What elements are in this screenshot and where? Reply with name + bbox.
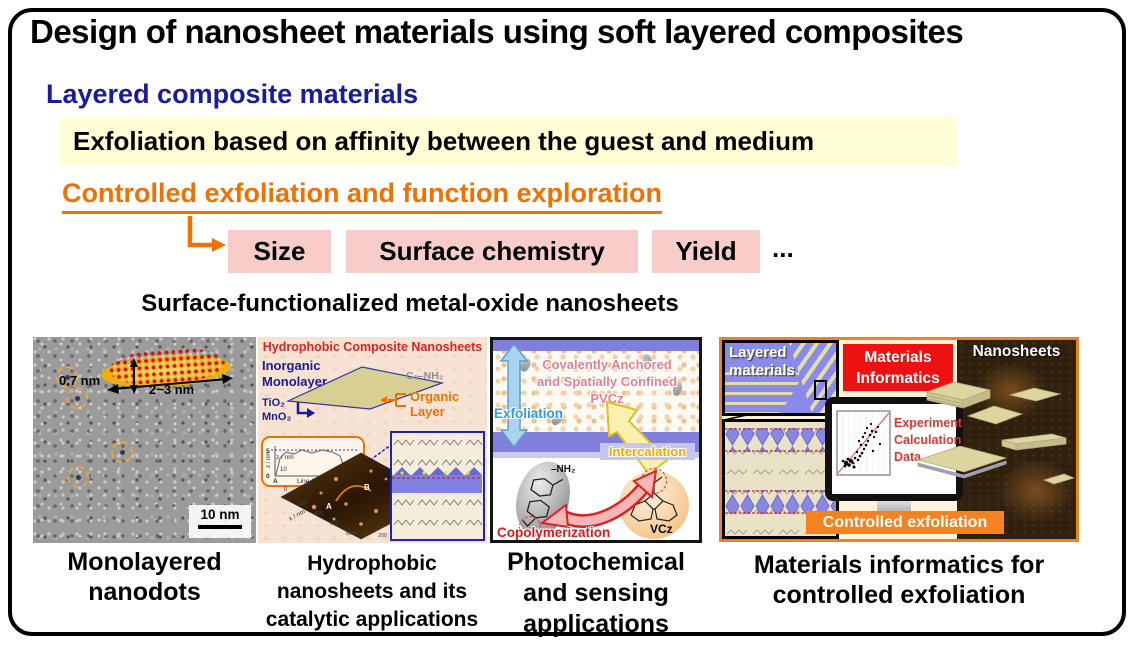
vinyl-marker-circle: [519, 516, 541, 538]
monitor-screen: Experiment Calculation Data: [832, 404, 962, 494]
nanosheets-label: Nanosheets: [972, 343, 1061, 360]
highlight-bar: Exfoliation based on affinity between th…: [60, 117, 957, 165]
afm-blob: [975, 362, 1047, 420]
scale-bar: 10 nm: [189, 505, 251, 538]
nanodot-marker-circle: [111, 441, 133, 463]
svg-text:200: 200: [378, 533, 387, 539]
layered-materials-panel: Layered materials: [722, 340, 839, 416]
layered-materials-label: Layered materials: [729, 344, 795, 379]
zoom-region-rect: [814, 380, 827, 400]
svg-text:x / nm: x / nm: [288, 508, 307, 522]
subtitle-layered-composites: Layered composite materials: [46, 79, 419, 109]
alkylamine-label: Cₙ–NH₂: [406, 370, 444, 382]
nanodot-marker-circle: [66, 387, 88, 409]
organic-layer-label: Organic Layer: [410, 389, 460, 419]
inorganic-monolayer-label: Inorganic Monolayer: [262, 358, 328, 389]
vcz-label: VCz: [650, 522, 673, 536]
highlight-text: Exfoliation based on affinity between th…: [73, 126, 815, 156]
figure2-title: Hydrophobic Composite Nanosheets: [262, 340, 483, 354]
scale-bar-line: [198, 525, 242, 529]
page-title: Design of nanosheet materials using soft…: [30, 13, 964, 50]
svg-text:z / nm: z / nm: [276, 454, 294, 461]
factor-chip-yield: Yield: [652, 230, 760, 273]
svg-text:200: 200: [298, 501, 307, 507]
materials-informatics-badge: Materials Informatics: [843, 344, 953, 391]
scatter-plot: [836, 410, 891, 476]
caption-hydrophobic-nanosheets: Hydrophobic nanosheets and its catalytic…: [265, 552, 479, 631]
oxide-labels: TiO₂ MnO₂: [262, 397, 292, 423]
figure-tem-nanodots: 0.7 nm 2~3 nm 10 nm: [33, 337, 256, 543]
caption-photochemical: Photochemical and sensing applications: [507, 548, 685, 638]
svg-text:10: 10: [280, 467, 287, 473]
amine-group-label: –NH₂: [551, 464, 576, 475]
exfoliation-arrow: [499, 344, 529, 448]
nanodot-marker-circle: [56, 366, 78, 388]
caption-materials-informatics: Materials informatics for controlled exf…: [753, 551, 1045, 609]
computer-monitor: Experiment Calculation Data: [825, 397, 963, 501]
monitor-stand: [877, 501, 911, 514]
scale-bar-label: 10 nm: [200, 507, 240, 522]
caption-monolayered-nanodots: Monolayered nanodots: [67, 548, 222, 606]
figure-photochemical: Covalently Anchored and Spatially Confin…: [490, 337, 702, 543]
svg-text:A: A: [273, 478, 278, 484]
nanodot-marker-circle: [67, 466, 89, 488]
svg-text:0: 0: [284, 487, 288, 493]
copolymerization-arrow: [539, 469, 658, 529]
svg-text:600: 600: [330, 521, 339, 527]
screen-text: Experiment Calculation Data: [894, 416, 963, 464]
figure-materials-informatics: Layered materials: [719, 337, 1079, 542]
bent-arrow-icon: [187, 216, 226, 252]
thickness-label: 0.7 nm: [59, 373, 101, 388]
molecular-structure-inset: [390, 431, 485, 541]
factor-chip-surface-chemistry: Surface chemistry: [346, 230, 638, 273]
nanosheets-panel: Nanosheets: [957, 340, 1076, 539]
svg-text:400: 400: [314, 511, 323, 517]
section-heading: Surface-functionalized metal-oxide nanos…: [141, 290, 679, 317]
controlled-exfoliation-heading: Controlled exfoliation and function expl…: [62, 178, 662, 214]
factors-ellipsis: ...: [772, 233, 794, 263]
svg-text:0: 0: [266, 473, 270, 480]
controlled-exfoliation-badge: Controlled exfoliation: [806, 511, 1004, 534]
inorganic-band-top: [493, 340, 699, 351]
svg-text:5: 5: [266, 448, 270, 455]
oxide-pointer-arrow: [296, 399, 315, 418]
inorganic-band-light: [493, 452, 699, 458]
svg-text:B: B: [364, 483, 370, 492]
nanosheet-shape: [285, 366, 445, 484]
svg-text:A: A: [326, 502, 332, 511]
factor-chip-size: Size: [228, 230, 331, 273]
exfoliation-label: Exfoliation: [494, 406, 564, 421]
intercalation-chip: Intercalation: [600, 443, 695, 460]
dimension-arrows: [107, 358, 233, 394]
copolymerization-label: Copolymerization: [497, 525, 611, 540]
figure-hydrophobic-nanosheets: Hydrophobic Composite Nanosheets Inorgan…: [258, 337, 487, 543]
anchored-pvcz-label: Covalently Anchored and Spatially Confin…: [536, 357, 678, 406]
svg-text:800: 800: [346, 531, 355, 537]
afm-blob: [997, 458, 1075, 524]
intercalation-label: Intercalation: [608, 444, 687, 459]
svg-text:z / nm: z / nm: [266, 452, 272, 468]
lateral-size-label: 2~3 nm: [149, 382, 195, 397]
